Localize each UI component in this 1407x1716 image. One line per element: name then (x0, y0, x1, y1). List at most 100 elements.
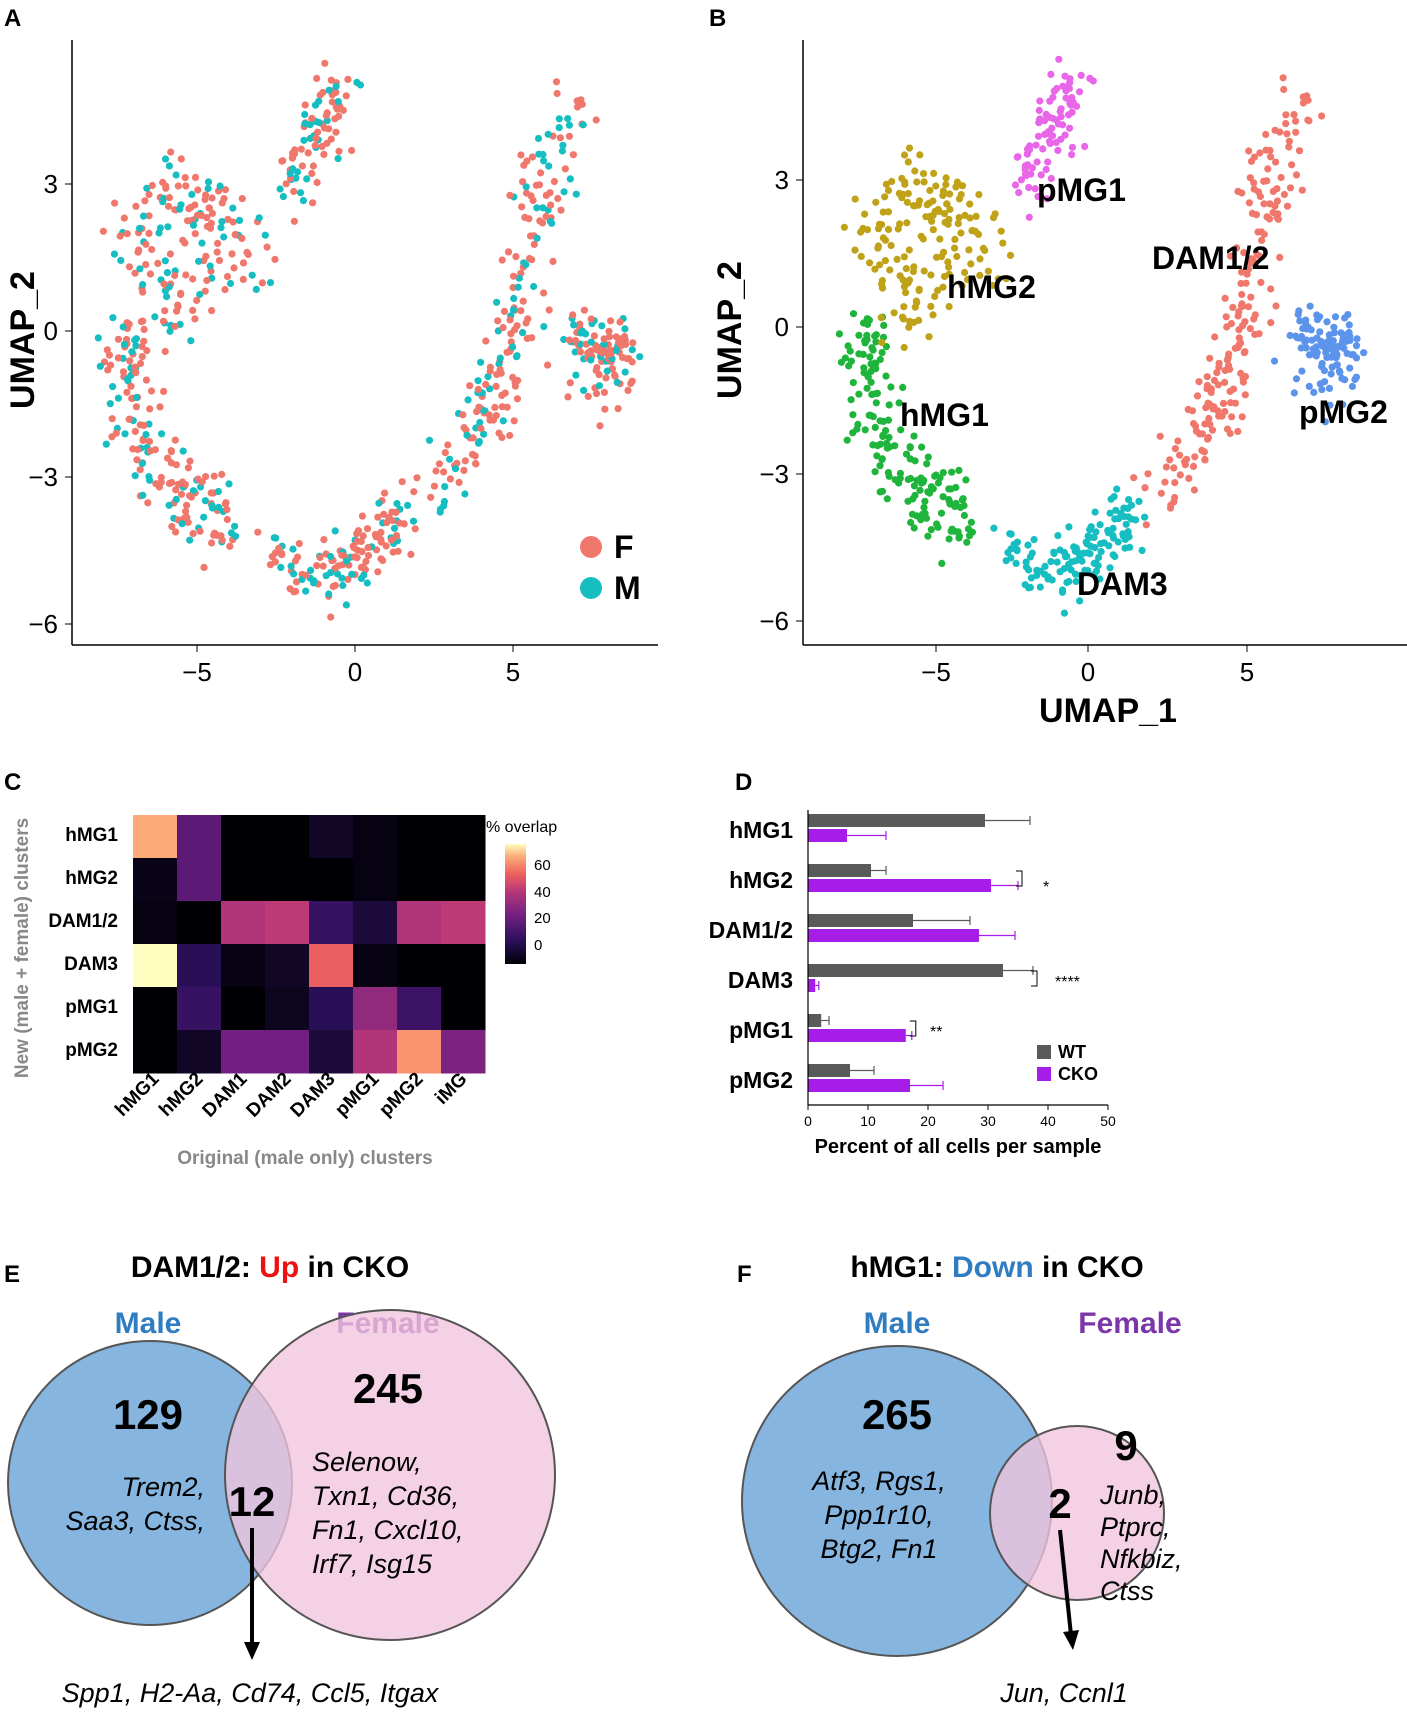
umap-point (931, 292, 939, 300)
umap-point (339, 581, 347, 590)
umap-point (628, 358, 636, 366)
x-tick-label: −5 (921, 657, 951, 687)
umap-point (884, 208, 893, 216)
umap-point (132, 202, 140, 210)
umap-point (1267, 285, 1275, 293)
umap-point (520, 161, 528, 169)
umap-point (1286, 331, 1294, 340)
umap-point (976, 255, 984, 263)
umap-point (910, 482, 918, 490)
row-label: hMG1 (65, 825, 118, 846)
panel-label-f: F (737, 1261, 752, 1288)
umap-point (592, 346, 601, 354)
umap-point (474, 439, 483, 447)
bar-category-label: pMG1 (729, 1017, 793, 1043)
x-tick-label: 0 (348, 657, 362, 687)
umap-point (96, 362, 104, 370)
umap-point (865, 411, 873, 419)
umap-point (532, 181, 541, 189)
umap-point (477, 358, 485, 366)
umap-point (1272, 302, 1280, 310)
bar-cko (808, 1029, 906, 1042)
umap-point (525, 215, 533, 223)
umap-point (846, 347, 854, 355)
umap-point (425, 436, 434, 444)
umap-point (189, 221, 198, 229)
umap-point (120, 214, 128, 222)
bar-x-title: Percent of all cells per sample (815, 1136, 1102, 1158)
title-highlight: Up (259, 1251, 299, 1284)
umap-point (300, 136, 308, 144)
umap-point (948, 468, 956, 476)
umap-point (200, 563, 208, 572)
venn-f-arrowhead (1063, 1630, 1079, 1650)
umap-point (1011, 181, 1020, 189)
umap-point (217, 224, 225, 232)
umap-point (1237, 339, 1245, 347)
umap-point (307, 566, 315, 575)
umap-point (544, 130, 552, 138)
umap-point (946, 205, 954, 213)
umap-point (881, 236, 890, 244)
umap-point (331, 527, 339, 535)
heatmap-cell (177, 1030, 222, 1074)
heatmap-cell (397, 815, 442, 859)
umap-point (120, 340, 128, 349)
umap-point (216, 182, 224, 190)
umap-point (905, 246, 913, 254)
umap-point (843, 436, 851, 444)
umap-point (590, 332, 599, 340)
umap-point (160, 387, 168, 395)
umap-point (500, 307, 509, 315)
umap-point (587, 347, 595, 355)
umap-point (377, 555, 385, 563)
umap-point (322, 572, 330, 580)
umap-point (1124, 504, 1132, 512)
bar-cko (808, 979, 816, 992)
umap-point (592, 390, 601, 398)
umap-a-points (94, 59, 644, 621)
umap-point (1274, 215, 1282, 223)
umap-point (972, 212, 980, 220)
umap-point (136, 224, 144, 232)
umap-point (899, 383, 907, 391)
umap-point (1183, 455, 1191, 463)
heatmap-cell (265, 901, 310, 945)
y-tick-label: −3 (28, 462, 58, 492)
venn-e-title: DAM1/2: Up in CKO (131, 1251, 409, 1284)
umap-point (218, 470, 226, 478)
umap-point (1176, 471, 1184, 479)
cluster-label-dam3: DAM3 (1077, 566, 1168, 602)
cluster-labels: pMG1 hMG2 DAM1/2 hMG1 pMG2 DAM3 (900, 172, 1388, 602)
umap-point (1318, 386, 1326, 394)
umap-point (290, 570, 298, 578)
umap-point (472, 459, 480, 468)
heatmap-x-title: Original (male only) clusters (177, 1148, 433, 1169)
umap-point (1144, 470, 1152, 478)
umap-point (847, 396, 855, 404)
umap-point (1096, 521, 1104, 529)
umap-point (166, 250, 174, 258)
umap-point (1283, 130, 1291, 138)
umap-point (1234, 187, 1242, 195)
umap-point (117, 256, 125, 264)
umap-point (600, 388, 609, 396)
umap-point (1036, 567, 1044, 575)
x-tick-label: 20 (920, 1113, 936, 1129)
umap-point (1068, 558, 1076, 566)
umap-point (476, 418, 484, 427)
umap-point (607, 317, 615, 325)
umap-point (1241, 391, 1249, 399)
umap-point (999, 239, 1007, 247)
umap-point (218, 218, 226, 226)
significance-bracket (1016, 870, 1023, 887)
umap-point (1282, 111, 1290, 119)
umap-point (849, 310, 858, 318)
row-label: DAM3 (64, 954, 118, 975)
umap-point (1065, 84, 1073, 92)
umap-point (1260, 177, 1268, 185)
umap-point (621, 325, 629, 333)
umap-point (1025, 584, 1033, 592)
umap-point (1141, 484, 1149, 492)
umap-point (904, 497, 912, 505)
